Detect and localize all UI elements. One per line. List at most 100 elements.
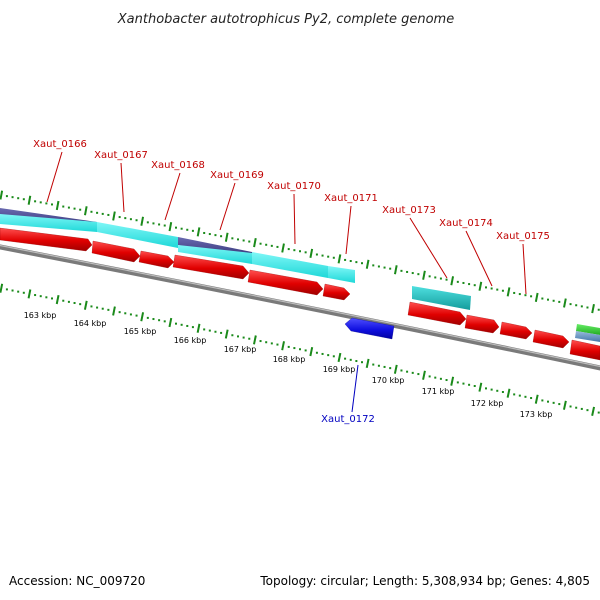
minor-tick bbox=[304, 251, 307, 254]
minor-tick bbox=[237, 335, 239, 338]
minor-tick bbox=[135, 314, 138, 317]
gene-label: Xaut_0175 bbox=[496, 231, 550, 242]
minor-tick bbox=[259, 340, 262, 343]
minor-tick bbox=[175, 322, 177, 325]
minor-tick bbox=[129, 218, 132, 221]
gene-label: Xaut_0166 bbox=[33, 139, 87, 150]
minor-tick bbox=[118, 311, 121, 314]
minor-tick bbox=[473, 284, 476, 287]
major-tick bbox=[393, 265, 398, 275]
cyan-feature bbox=[97, 222, 178, 248]
scale-label: 170 kbp bbox=[372, 376, 405, 385]
minor-tick bbox=[270, 342, 273, 345]
scale-label: 167 kbp bbox=[224, 345, 257, 354]
minor-tick bbox=[5, 288, 8, 291]
minor-tick bbox=[541, 297, 544, 300]
minor-tick bbox=[575, 304, 578, 307]
minor-tick bbox=[304, 349, 307, 352]
minor-tick bbox=[552, 299, 555, 302]
minor-tick bbox=[524, 294, 527, 297]
minor-tick bbox=[107, 308, 110, 311]
minor-tick bbox=[530, 397, 533, 400]
minor-tick bbox=[90, 305, 93, 308]
minor-tick bbox=[434, 376, 437, 379]
minor-tick bbox=[129, 313, 132, 316]
minor-tick bbox=[462, 382, 465, 385]
minor-tick bbox=[79, 208, 82, 211]
scale-label: 166 kbp bbox=[174, 336, 207, 345]
major-tick bbox=[534, 394, 539, 404]
minor-tick bbox=[361, 262, 363, 265]
gene-leader-line bbox=[293, 193, 296, 245]
minor-tick bbox=[101, 212, 104, 215]
major-tick bbox=[281, 243, 285, 253]
minor-tick bbox=[214, 234, 217, 237]
minor-tick bbox=[518, 394, 521, 397]
minor-tick bbox=[67, 300, 70, 303]
minor-tick bbox=[299, 250, 301, 253]
minor-tick bbox=[62, 205, 65, 208]
minor-tick bbox=[569, 303, 572, 306]
minor-tick bbox=[270, 244, 273, 247]
minor-tick bbox=[175, 226, 177, 229]
minor-tick bbox=[242, 336, 245, 339]
major-tick bbox=[562, 400, 567, 410]
gene-arrow bbox=[407, 301, 467, 326]
gene-leader-line bbox=[120, 162, 125, 213]
minor-tick bbox=[580, 407, 583, 410]
minor-tick bbox=[383, 365, 386, 368]
major-tick bbox=[140, 216, 144, 226]
minor-tick bbox=[146, 316, 149, 319]
minor-tick bbox=[575, 406, 578, 409]
minor-tick bbox=[79, 303, 82, 306]
scale-label: 171 kbp bbox=[422, 387, 455, 396]
genome-backbone bbox=[0, 244, 600, 371]
minor-tick bbox=[45, 202, 48, 205]
minor-tick bbox=[485, 286, 487, 289]
minor-tick bbox=[237, 238, 239, 241]
minor-tick bbox=[118, 216, 121, 219]
minor-tick bbox=[332, 256, 335, 259]
major-tick bbox=[84, 206, 88, 216]
gene-leader-line bbox=[522, 243, 527, 295]
minor-tick bbox=[428, 375, 431, 378]
minor-tick bbox=[96, 306, 99, 309]
minor-tick bbox=[524, 395, 527, 398]
cyan-feature bbox=[328, 266, 355, 283]
gene-arrow bbox=[499, 321, 533, 340]
major-tick bbox=[563, 298, 567, 308]
minor-tick bbox=[597, 308, 600, 311]
minor-tick bbox=[287, 345, 290, 348]
minor-tick bbox=[45, 296, 48, 299]
minor-tick bbox=[299, 348, 301, 351]
minor-tick bbox=[580, 305, 583, 308]
minor-tick bbox=[51, 203, 53, 206]
minor-tick bbox=[107, 213, 110, 216]
minor-tick bbox=[445, 379, 448, 382]
minor-tick bbox=[39, 295, 42, 298]
minor-tick bbox=[372, 363, 375, 366]
gene-label: Xaut_0169 bbox=[210, 170, 264, 181]
minor-tick bbox=[203, 231, 206, 234]
minor-tick bbox=[377, 265, 380, 268]
minor-tick bbox=[321, 254, 324, 257]
minor-tick bbox=[265, 243, 268, 246]
minor-tick bbox=[242, 239, 245, 242]
gene-leader-line bbox=[219, 182, 236, 231]
major-tick bbox=[253, 335, 257, 345]
major-tick bbox=[83, 300, 88, 310]
minor-tick bbox=[220, 331, 223, 334]
minor-tick bbox=[158, 319, 161, 322]
major-tick bbox=[393, 364, 398, 374]
minor-tick bbox=[34, 200, 37, 203]
minor-tick bbox=[39, 201, 42, 204]
steel-feature bbox=[575, 331, 600, 342]
minor-tick bbox=[468, 283, 471, 286]
minor-tick bbox=[231, 237, 234, 240]
gene-label: Xaut_0174 bbox=[439, 218, 493, 229]
minor-tick bbox=[400, 269, 403, 272]
minor-tick bbox=[293, 249, 296, 252]
major-tick bbox=[55, 294, 60, 305]
backbone-highlight bbox=[0, 244, 600, 368]
minor-tick bbox=[90, 210, 93, 213]
